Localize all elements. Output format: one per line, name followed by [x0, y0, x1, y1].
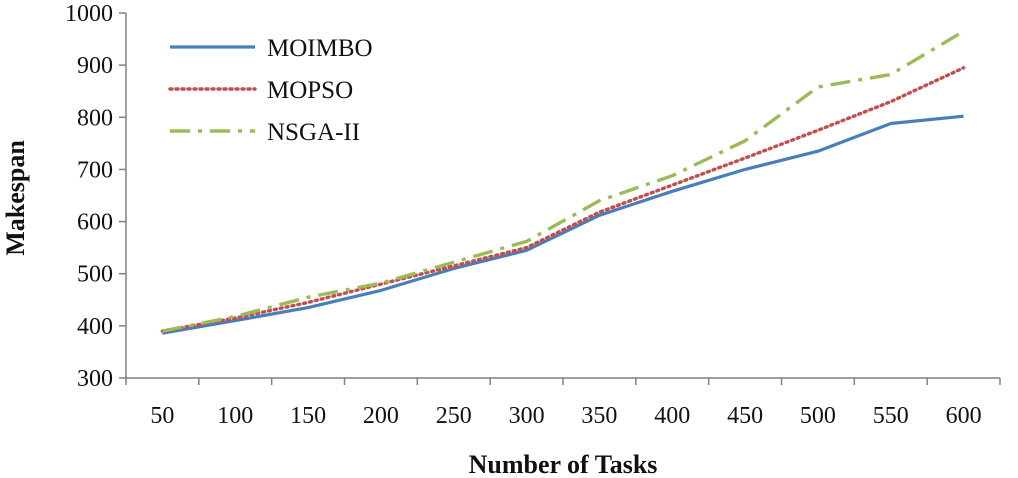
x-tick-label: 300: [509, 403, 545, 429]
x-tick-label: 350: [581, 403, 617, 429]
legend-label: NSGA-II: [267, 119, 360, 146]
y-tick-label: 300: [77, 366, 113, 392]
legend-label: MOIMBO: [267, 35, 373, 62]
x-tick-label: 600: [946, 403, 982, 429]
x-tick-label: 100: [217, 403, 253, 429]
x-tick-label: 200: [363, 403, 399, 429]
y-axis-title: Makespan: [1, 140, 30, 256]
y-tick-label: 1000: [65, 1, 113, 27]
y-tick-label: 700: [77, 157, 113, 183]
y-tick-label: 500: [77, 262, 113, 288]
series-line-nsga-ii: [162, 29, 965, 333]
series-layer: [160, 29, 966, 335]
y-tick-label: 900: [77, 53, 113, 79]
y-tick-label: 600: [77, 210, 113, 236]
x-tick-label: 150: [290, 403, 326, 429]
axes: 300 400 500 600 700 800 900 1000 50 100 150 200 250 3…: [65, 1, 1001, 429]
x-tick-label: 400: [654, 403, 690, 429]
legend-label: MOPSO: [267, 77, 353, 104]
legend: MOIMBO MOPSO NSGA-II: [168, 35, 373, 146]
x-tick-label: 550: [873, 403, 909, 429]
x-tick-label: 50: [150, 403, 174, 429]
y-tick-label: 800: [77, 105, 113, 131]
x-tick-label: 450: [727, 403, 763, 429]
series-line-moimbo: [162, 114, 964, 335]
x-tick-label: 500: [800, 403, 836, 429]
x-axis-title: Number of Tasks: [469, 450, 658, 478]
series-line-mopso: [160, 66, 966, 333]
x-tick-label: 250: [436, 403, 472, 429]
y-tick-label: 400: [77, 314, 113, 340]
